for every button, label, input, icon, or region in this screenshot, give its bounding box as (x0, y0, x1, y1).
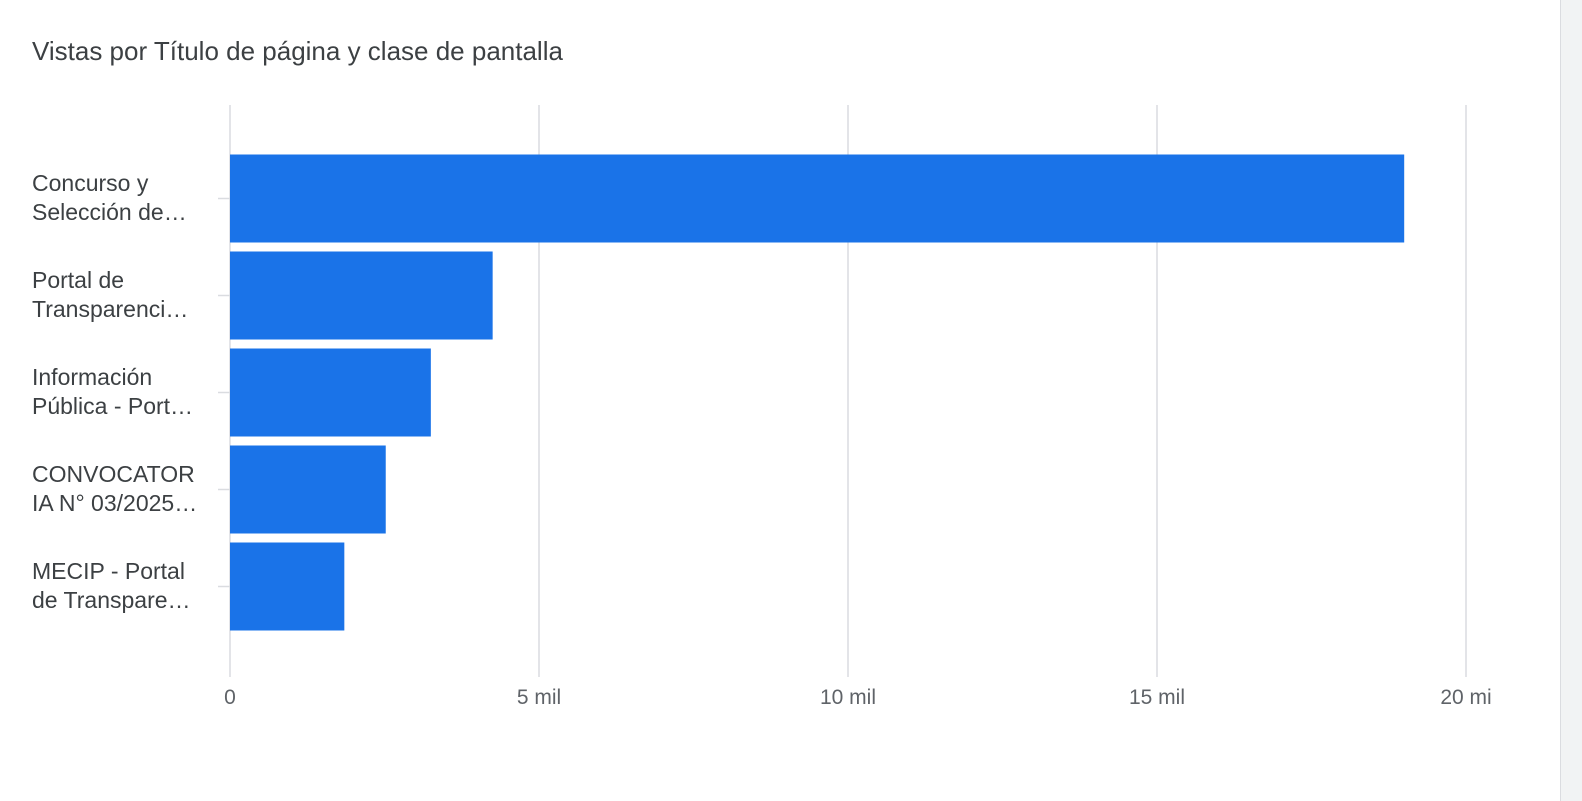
scrollbar-track[interactable] (1560, 0, 1582, 801)
x-tick-label-3: 15 mil (1129, 686, 1185, 709)
category-label-4: MECIP - Portal de Transpare… (32, 558, 191, 613)
x-tick-label-0: 0 (224, 686, 236, 709)
category-label-2: Información Pública - Port… (32, 364, 193, 419)
bar-4 (230, 542, 345, 631)
x-tick-label-2: 10 mil (820, 686, 876, 709)
x-tick-label-4: 20 mi (1440, 686, 1491, 709)
x-tick-label-1: 5 mil (517, 686, 561, 709)
bar-0 (230, 154, 1405, 243)
category-label-0: Concurso y Selección de… (32, 170, 187, 225)
category-label-line: Concurso y (32, 170, 149, 196)
category-label-line: MECIP - Portal (32, 558, 185, 584)
category-label-line: IA N° 03/2025… (32, 490, 197, 516)
category-label-line: Pública - Port… (32, 393, 193, 419)
category-label-line: Portal de (32, 267, 124, 293)
category-label-1: Portal de Transparenci… (32, 267, 188, 322)
bar-3 (230, 445, 386, 534)
category-label-line: CONVOCATOR (32, 461, 195, 487)
chart-title: Vistas por Título de página y clase de p… (32, 36, 563, 66)
category-label-3: CONVOCATOR IA N° 03/2025… (32, 461, 197, 516)
bar-1 (230, 251, 493, 340)
category-label-line: de Transpare… (32, 587, 191, 613)
category-label-line: Selección de… (32, 199, 187, 225)
category-label-line: Transparenci… (32, 296, 188, 322)
category-label-line: Información (32, 364, 152, 390)
bar-2 (230, 348, 431, 437)
